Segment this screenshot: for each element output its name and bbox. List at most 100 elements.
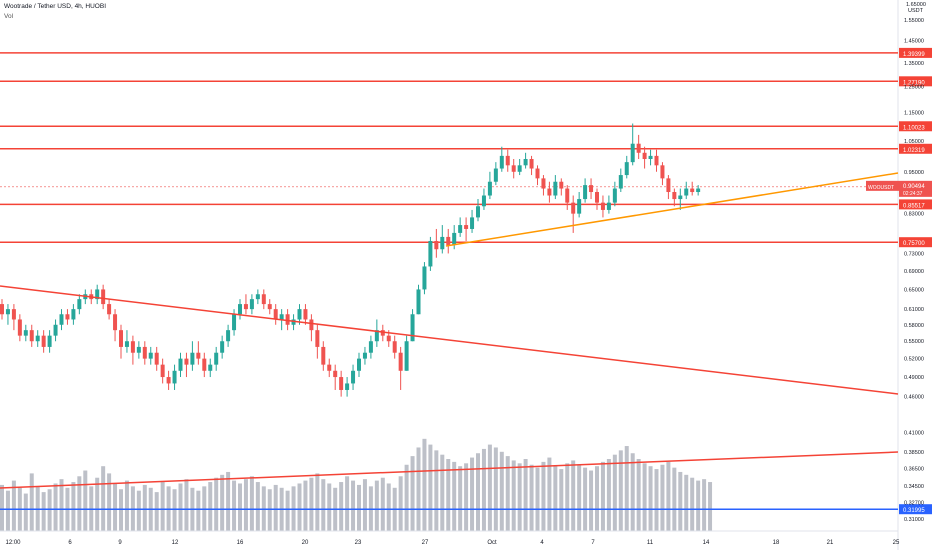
candle-body — [624, 162, 629, 176]
level-price-tag — [899, 237, 932, 248]
current-price-label: 0.90494 — [903, 184, 925, 190]
candle-body — [666, 178, 671, 193]
price-tick-label: 0.73000 — [904, 251, 924, 257]
candle-body — [249, 299, 254, 310]
candle-body — [238, 304, 242, 315]
candle-body — [59, 314, 64, 325]
candle-body — [345, 383, 350, 390]
level-lines — [0, 0, 899, 550]
volume-bar — [11, 480, 16, 531]
volume-bar — [624, 446, 629, 531]
price-tick-label: 1.15000 — [904, 111, 924, 117]
volume-bar — [654, 469, 659, 531]
candle-body — [499, 155, 504, 169]
candle-body — [476, 206, 480, 218]
candle-body — [565, 188, 570, 203]
candle-body — [446, 236, 451, 246]
volume-bar — [565, 463, 570, 531]
volume-bar — [487, 444, 492, 531]
volume-bar — [172, 489, 177, 531]
candle-body — [595, 192, 599, 203]
volume-bar — [452, 461, 457, 531]
level-price-label: 0.75700 — [903, 241, 925, 247]
volume-bar — [499, 451, 504, 531]
volume-bar — [285, 490, 290, 531]
volume-bar — [636, 459, 641, 531]
candle-body — [255, 294, 260, 300]
price-tick-label: 0.65000 — [904, 287, 924, 293]
level-price-tag — [899, 47, 932, 58]
candle-body — [487, 181, 492, 196]
candle-body — [202, 358, 207, 371]
candle-body — [374, 330, 379, 342]
volume-bar — [232, 480, 237, 531]
current-symbol-tag — [866, 180, 899, 191]
candle-body — [559, 181, 564, 189]
volume-bar — [559, 469, 564, 531]
candle-body — [571, 202, 576, 214]
candle-body — [678, 195, 683, 200]
candle-body — [29, 330, 34, 342]
volume-bar — [362, 479, 367, 531]
volume-bar — [178, 483, 183, 531]
price-tick-label: 0.95000 — [904, 170, 924, 176]
volume-bar — [630, 453, 635, 531]
volume-bar — [297, 483, 302, 531]
candle-body — [660, 165, 665, 179]
candle-body — [148, 352, 153, 359]
candle-body — [309, 319, 314, 331]
candle-body — [5, 309, 10, 315]
time-tick-label: 18 — [773, 540, 780, 546]
price-tick-label: 0.46000 — [904, 395, 924, 401]
level-price-label: 1.27190 — [903, 80, 925, 86]
candle-body — [47, 335, 52, 347]
candle-body — [136, 346, 141, 353]
volume-bar — [434, 450, 439, 531]
volume-bar — [547, 457, 552, 531]
trend-lines — [0, 172, 899, 489]
time-tick-label: 4 — [540, 540, 544, 546]
level-price-tag — [899, 143, 932, 154]
volume-bar — [660, 464, 665, 531]
candle-body — [220, 341, 225, 353]
candle-body — [23, 330, 28, 336]
price-tick-label: 0.31000 — [904, 517, 924, 523]
candle-body — [410, 314, 415, 342]
volume-indicator-label: Vol — [4, 13, 14, 20]
candle-body — [648, 155, 653, 159]
candle-body — [357, 358, 361, 371]
volume-bar — [208, 482, 213, 531]
candle-body — [606, 202, 611, 210]
candle-body — [535, 168, 540, 179]
volume-bar — [577, 464, 582, 531]
time-tick-label: 12:00 — [5, 540, 21, 546]
volume-bar — [95, 477, 100, 531]
volume-bar — [339, 482, 344, 531]
volume-bar — [529, 464, 534, 531]
candle-body — [321, 346, 326, 365]
volume-bar — [595, 466, 599, 531]
price-tick-label: 1.35000 — [904, 61, 924, 67]
time-tick-label: 9 — [118, 540, 122, 546]
volume-bar — [357, 484, 361, 531]
price-tick-label: 1.25000 — [904, 85, 924, 91]
candle-body — [642, 152, 647, 159]
candle-body — [541, 178, 546, 189]
price-tick-label: 0.58000 — [904, 323, 924, 329]
volume-bar — [184, 479, 189, 531]
volume-bar — [618, 450, 623, 531]
volume-bar — [136, 490, 141, 531]
candle-body — [214, 352, 219, 365]
candle-body — [41, 335, 46, 347]
volume-bar — [708, 482, 713, 531]
time-tick-label: Oct — [487, 540, 497, 546]
volume-bar — [243, 479, 248, 531]
candle-body — [77, 299, 82, 310]
candle-body — [267, 304, 272, 310]
candle-body — [226, 330, 231, 342]
candle-body — [65, 314, 70, 320]
volume-bar — [702, 479, 707, 531]
time-tick-label: 14 — [703, 540, 710, 546]
price-tick-label: 0.55000 — [904, 339, 924, 345]
